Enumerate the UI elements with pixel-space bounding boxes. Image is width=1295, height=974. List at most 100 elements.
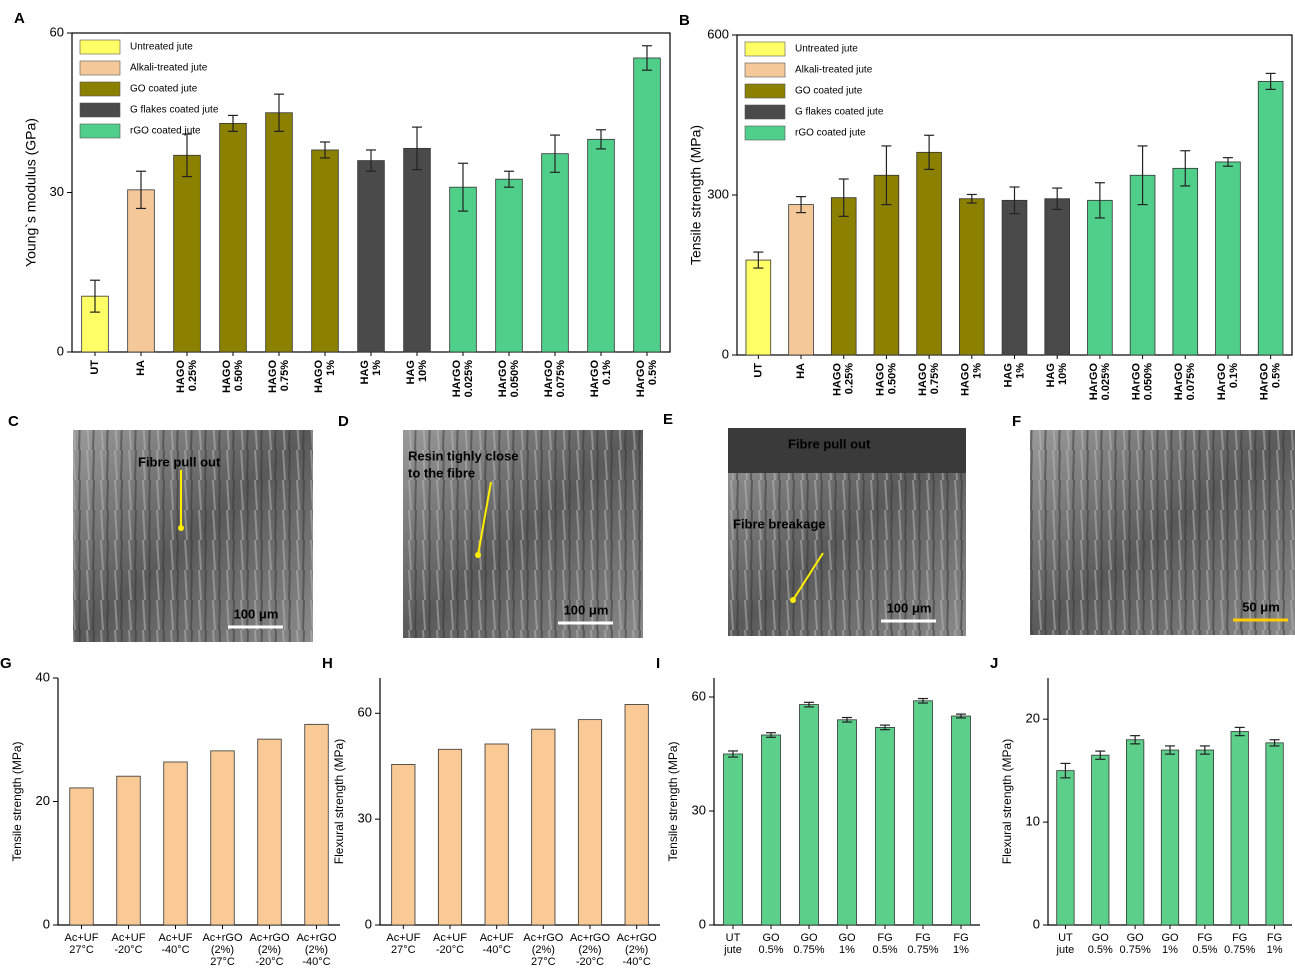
x-tick-label: 0.025%: [463, 360, 475, 398]
x-tick-label: Ac+rGO: [617, 932, 657, 944]
y-axis-label: Flexural strength (MPa): [332, 739, 346, 864]
bar: [634, 58, 661, 352]
x-tick-label: HAG: [1002, 363, 1014, 387]
x-tick-label: Ac+UF: [433, 932, 467, 944]
x-tick-label: 0.1%: [601, 360, 613, 385]
y-tick-label: 30: [358, 811, 372, 826]
bar: [789, 205, 814, 355]
legend-swatch: [745, 84, 785, 98]
x-tick-label: HAG: [405, 360, 417, 384]
legend-label: rGO coated jute: [130, 126, 201, 137]
x-tick-label: Ac+UF: [112, 932, 146, 944]
x-tick-label: 1%: [371, 360, 383, 376]
bar: [1216, 162, 1241, 355]
y-tick-label: 40: [36, 669, 50, 684]
x-tick-label: GO: [800, 932, 818, 944]
x-tick-label: -20°C: [255, 956, 283, 968]
y-tick-label: 0: [722, 346, 729, 361]
x-tick-label: 1%: [953, 944, 969, 956]
y-tick-label: 30: [50, 184, 64, 199]
x-tick-label: 1%: [839, 944, 855, 956]
bar: [1258, 81, 1283, 355]
bar: [952, 716, 971, 925]
x-tick-label: UT: [1058, 932, 1073, 944]
bar: [1002, 200, 1027, 355]
bar: [1045, 199, 1070, 355]
x-tick-label: UT: [752, 363, 764, 378]
bar: [358, 161, 385, 352]
x-tick-label: Ac+rGO: [296, 932, 336, 944]
bar: [485, 744, 508, 925]
bar: [1088, 200, 1113, 355]
legend-label: Alkali-treated jute: [795, 65, 873, 76]
scale-label: 100 μm: [564, 602, 609, 617]
arrow-head: [178, 525, 184, 531]
x-tick-label: 0.25%: [187, 360, 199, 391]
x-tick-label: 0.075%: [555, 360, 567, 398]
bar: [1231, 732, 1248, 925]
panel-label: I: [656, 655, 660, 672]
x-tick-label: HArGO: [589, 360, 601, 398]
bar: [762, 735, 781, 925]
x-tick-label: Ac+UF: [480, 932, 514, 944]
x-tick-label: jute: [1056, 944, 1075, 956]
x-tick-label: 0.5%: [872, 944, 897, 956]
x-tick-label: HArGO: [1130, 363, 1142, 401]
y-tick-label: 20: [1026, 711, 1040, 726]
x-tick-label: 1%: [1267, 944, 1283, 956]
bar: [1092, 755, 1109, 925]
legend-label: GO coated jute: [130, 84, 198, 95]
x-tick-label: Ac+UF: [65, 932, 99, 944]
x-tick-label: HAG: [359, 360, 371, 384]
figure: AYoung`s modulus (GPa)03060UTHAHAGO0.25%…: [0, 0, 1295, 974]
x-tick-label: Ac+rGO: [523, 932, 563, 944]
x-tick-label: 0.50%: [233, 360, 245, 391]
bar: [542, 154, 569, 352]
y-tick-label: 60: [692, 688, 706, 703]
x-tick-label: 1%: [1014, 363, 1026, 379]
x-tick-label: 0.75%: [907, 944, 938, 956]
y-axis-label: Tensile strength (MPa): [666, 741, 680, 861]
y-tick-label: 0: [43, 916, 50, 931]
y-tick-label: 0: [365, 916, 372, 931]
annotation: Fibre pull out: [138, 454, 221, 469]
panel-label: J: [990, 655, 998, 672]
x-tick-label: 27°C: [391, 944, 416, 956]
panel-label: F: [1012, 413, 1021, 430]
x-tick-label: 0.75%: [793, 944, 824, 956]
x-tick-label: Ac+rGO: [249, 932, 289, 944]
x-tick-label: GO: [1092, 932, 1110, 944]
bar: [831, 198, 856, 355]
x-tick-label: 0.75%: [929, 363, 941, 394]
x-tick-label: 10%: [1057, 363, 1069, 385]
x-tick-label: Ac+UF: [159, 932, 193, 944]
x-tick-label: jute: [723, 944, 742, 956]
x-tick-label: (2%): [578, 944, 601, 956]
x-tick-label: HArGO: [497, 360, 509, 398]
x-tick-label: 0.5%: [647, 360, 659, 385]
y-axis-label: Young`s modulus (GPa): [23, 118, 39, 267]
x-tick-label: 0.5%: [1271, 363, 1283, 388]
y-tick-label: 60: [358, 705, 372, 720]
x-tick-label: (2%): [211, 944, 234, 956]
x-tick-label: -40°C: [161, 944, 189, 956]
x-tick-label: (2%): [625, 944, 648, 956]
x-tick-label: 27°C: [531, 956, 556, 968]
panel-label: A: [14, 10, 25, 27]
x-tick-label: 1%: [1162, 944, 1178, 956]
y-axis-label: Tensile strength (MPa): [10, 741, 24, 861]
y-tick-label: 20: [36, 793, 50, 808]
x-tick-label: 10%: [417, 360, 429, 382]
legend-label: Untreated jute: [795, 44, 858, 55]
axes: [58, 678, 340, 925]
bar: [496, 179, 523, 352]
x-tick-label: HAGO: [832, 363, 844, 396]
y-tick-label: 10: [1026, 814, 1040, 829]
bar: [392, 764, 415, 925]
legend-swatch: [80, 82, 120, 96]
x-tick-label: GO: [1161, 932, 1179, 944]
x-tick-label: FG: [877, 932, 892, 944]
bar: [588, 139, 615, 352]
bar: [1173, 168, 1198, 355]
bar: [800, 705, 819, 925]
